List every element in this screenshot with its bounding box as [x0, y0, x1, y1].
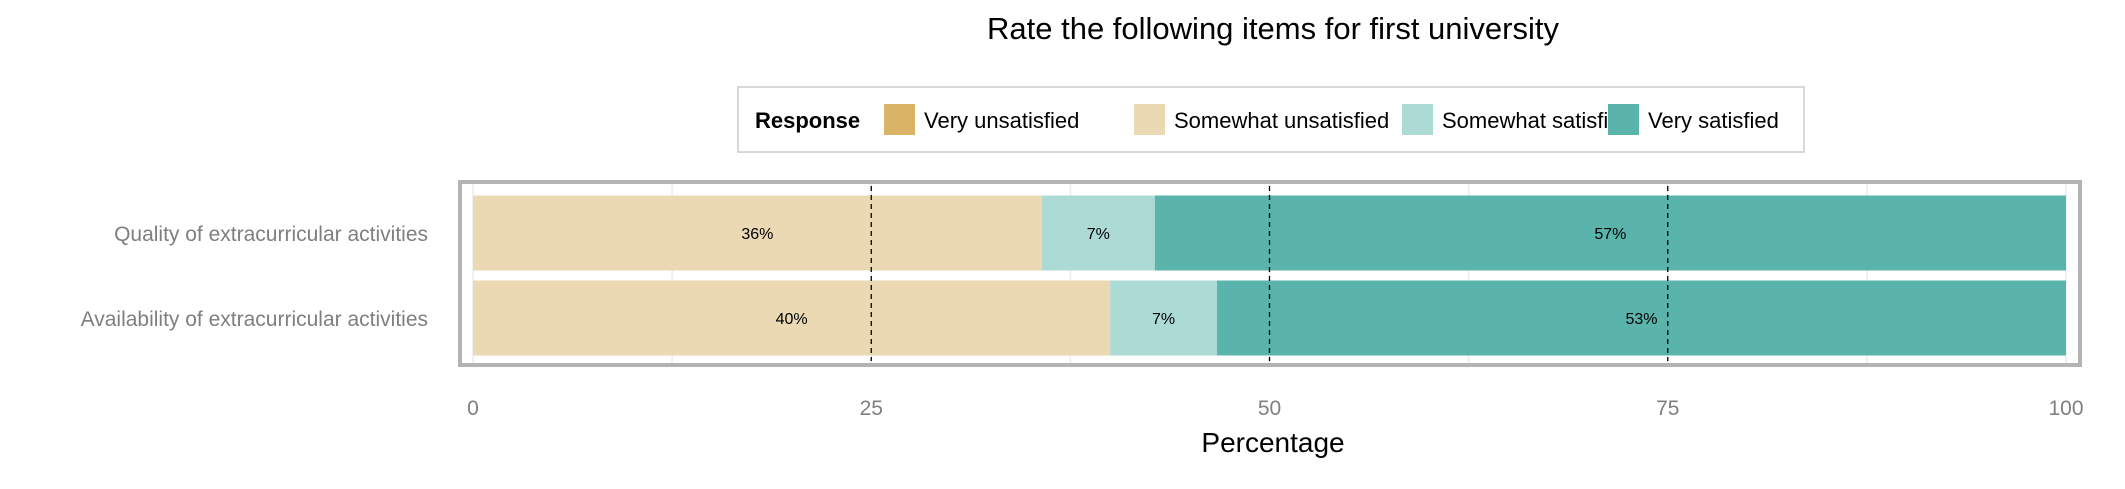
- legend-label: Very satisfied: [1648, 108, 1779, 133]
- x-tick-label: 75: [1656, 397, 1679, 420]
- category-label: Availability of extracurricular activiti…: [81, 308, 428, 331]
- legend-label: Somewhat satisfied: [1442, 108, 1633, 133]
- legend-title: Response: [755, 108, 860, 133]
- data-label: 7%: [1152, 311, 1175, 328]
- data-label: 53%: [1625, 311, 1657, 328]
- x-tick-label: 50: [1258, 397, 1281, 420]
- legend-swatch: [1608, 104, 1639, 135]
- data-labels: 36% 7% 57% 40% 7% 53%: [741, 226, 1657, 328]
- data-label: 40%: [776, 311, 808, 328]
- legend-swatch: [884, 104, 915, 135]
- legend-swatch: [1134, 104, 1165, 135]
- bar-segment: [473, 280, 1111, 356]
- x-tick-label: 100: [2048, 397, 2083, 420]
- chart-title: Rate the following items for first unive…: [987, 11, 1559, 46]
- legend-label: Somewhat unsatisfied: [1174, 108, 1389, 133]
- bar-segment: [473, 195, 1042, 271]
- data-label: 7%: [1087, 226, 1110, 243]
- legend-label: Very unsatisfied: [924, 108, 1079, 133]
- legend-swatch: [1402, 104, 1433, 135]
- bar-segment: [1041, 195, 1155, 271]
- bar-segment: [1110, 280, 1217, 356]
- bar-segment: [1154, 195, 2066, 271]
- reference-lines: [870, 186, 1669, 361]
- category-label: Quality of extracurricular activities: [114, 223, 428, 246]
- x-tick-label: 25: [860, 397, 883, 420]
- legend: Response Very unsatisfied Somewhat unsati…: [737, 86, 1805, 153]
- data-label: 57%: [1594, 226, 1626, 243]
- x-tick-label: 0: [467, 397, 479, 420]
- axes: Quality of extracurricular activities Ava…: [81, 223, 2084, 420]
- bar-segment: [1216, 280, 2066, 356]
- data-label: 36%: [741, 226, 773, 243]
- bars: [473, 195, 2066, 356]
- x-axis-label: Percentage: [1201, 427, 1344, 458]
